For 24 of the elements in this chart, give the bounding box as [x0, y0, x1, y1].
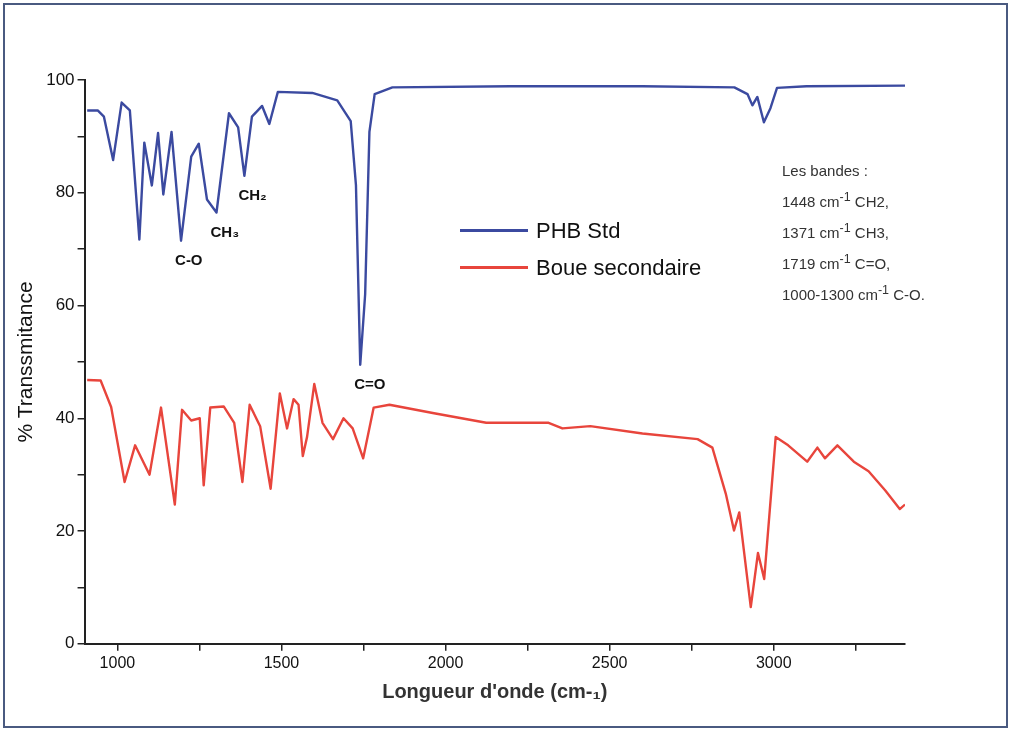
annotation: 1448 cm$^{-1}$ CH2,	[782, 189, 890, 212]
legend-label: Boue secondaire	[536, 254, 702, 281]
x-tick-label: 1000	[99, 653, 136, 671]
y-tick-label: 40	[55, 407, 75, 427]
annotation: 1371 cm$^{-1}$ CH3,	[782, 220, 890, 243]
annotation: CH₃	[210, 222, 240, 240]
y-tick-label: 20	[55, 520, 75, 540]
y-tick-label: 0	[65, 633, 75, 653]
x-tick-label: 2000	[427, 653, 464, 671]
annotation: 1719 cm$^{-1}$ C=O,	[782, 251, 892, 274]
annotation: Les bandes :	[782, 161, 869, 181]
annotation: C-O	[175, 250, 203, 268]
legend-label: PHB Std	[536, 217, 621, 244]
y-tick-label: 60	[55, 295, 75, 315]
x-tick-label: 1500	[263, 653, 300, 671]
annotation: 1000-1300 cm$^{-1}$ C-O.	[782, 282, 925, 305]
y-tick-label: 100	[46, 69, 75, 89]
x-tick-label: 3000	[755, 653, 792, 671]
x-tick-label: 2500	[591, 653, 628, 671]
y-tick-label: 80	[55, 182, 75, 202]
annotation: C=O	[354, 374, 386, 392]
annotation: CH₂	[238, 185, 267, 203]
x-axis-title: Longueur d'onde (cm-₁)	[382, 679, 608, 702]
y-axis-title: % Transsmitance	[13, 281, 37, 443]
